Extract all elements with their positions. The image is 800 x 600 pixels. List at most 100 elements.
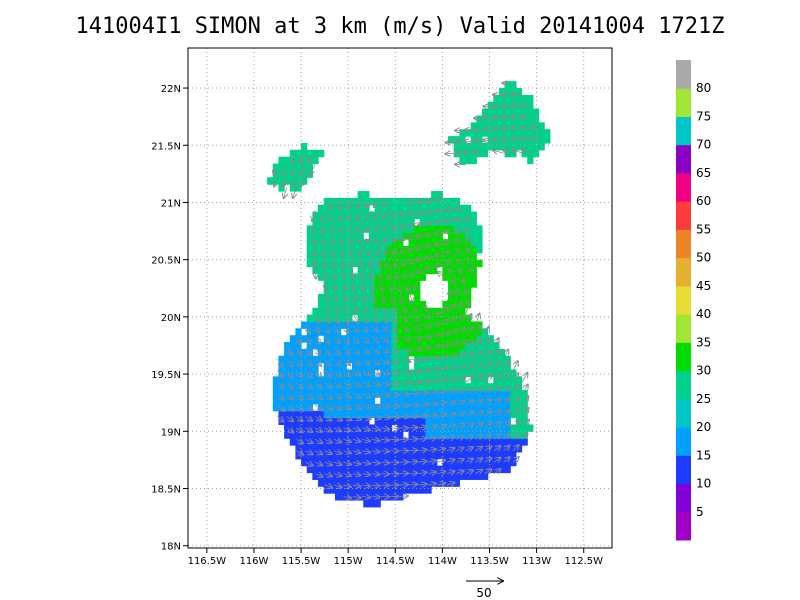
wind-cell (295, 445, 302, 453)
wind-vector (522, 115, 533, 119)
wind-cell (329, 232, 336, 240)
wind-vector (287, 347, 292, 356)
wind-cell (340, 348, 347, 357)
wind-cell (481, 451, 489, 460)
wind-cell (476, 328, 483, 336)
wind-vector (493, 458, 500, 463)
wind-cell (380, 417, 387, 426)
wind-vector (385, 244, 391, 254)
wind-cell (504, 129, 511, 137)
wind-cell (442, 239, 449, 247)
wind-cell (453, 266, 460, 275)
wind-cell (357, 280, 364, 288)
wind-cell (334, 410, 342, 419)
wind-vector (333, 439, 341, 442)
wind-cell (397, 300, 404, 309)
wind-cell (380, 465, 387, 474)
wind-cell (312, 245, 319, 254)
wind-cell (476, 232, 483, 240)
wind-vector (381, 474, 389, 475)
wind-vector (343, 439, 350, 442)
wind-vector (372, 290, 375, 302)
wind-cell (521, 431, 528, 439)
wind-cell (385, 314, 393, 323)
wind-cell (419, 410, 427, 419)
wind-cell (312, 376, 319, 384)
wind-cell (289, 335, 297, 343)
wind-cell (414, 445, 421, 453)
wind-cell (470, 451, 477, 460)
wind-cell (504, 390, 511, 398)
wind-cell (436, 424, 443, 432)
wind-cell (493, 142, 500, 151)
wind-cell (470, 245, 477, 254)
wind-cell (419, 300, 427, 309)
wind-vector (313, 233, 315, 244)
wind-cell (368, 197, 376, 206)
wind-cell (363, 410, 370, 419)
wind-vector (324, 474, 332, 477)
wind-cell (284, 396, 291, 405)
wind-cell (465, 383, 472, 391)
wind-vector (362, 451, 370, 453)
wind-cell (391, 465, 398, 474)
wind-cell (380, 197, 387, 206)
wind-cell (334, 376, 342, 384)
wind-cell (346, 458, 353, 467)
wind-cell (487, 424, 494, 432)
wind-cell (498, 122, 506, 130)
wind-cell (476, 142, 483, 151)
wind-cell (312, 342, 319, 350)
wind-cell (425, 362, 432, 371)
colorbar-band (676, 257, 691, 287)
wind-vector (380, 336, 388, 342)
wind-cell (306, 342, 313, 350)
wind-vector (437, 414, 447, 417)
wind-cell (453, 287, 460, 295)
wind-vector (390, 313, 398, 322)
wind-cell (487, 465, 494, 474)
wind-cell (346, 417, 353, 426)
wind-vector (503, 386, 509, 394)
wind-cell (442, 245, 449, 254)
wind-vector (409, 371, 420, 372)
wind-cell (515, 115, 523, 123)
wind-cell (301, 383, 308, 391)
wind-vector (493, 422, 501, 429)
wind-vector (399, 348, 410, 352)
wind-vector (446, 330, 457, 337)
wind-vector (512, 397, 519, 406)
wind-cell (448, 451, 455, 460)
wind-cell (380, 445, 387, 453)
colorbar-band (676, 314, 691, 343)
colorbar-label: 30 (696, 364, 711, 378)
wind-cell (414, 342, 421, 350)
wind-vector (446, 304, 455, 314)
wind-cell (363, 438, 370, 446)
wind-cell (476, 465, 483, 474)
wind-cell (346, 328, 353, 336)
wind-cell (481, 445, 489, 453)
wind-cell (385, 376, 393, 384)
wind-vector (400, 290, 403, 303)
wind-cell (295, 376, 302, 384)
wind-vector (343, 324, 348, 333)
colorbar-band (676, 116, 691, 146)
wind-cell (306, 417, 313, 426)
wind-cell (380, 335, 387, 343)
wind-cell (425, 232, 432, 240)
wind-cell (351, 479, 359, 487)
wind-cell (436, 383, 443, 391)
wind-vector (493, 399, 500, 406)
wind-vector (349, 233, 352, 243)
wind-vector (512, 361, 518, 371)
wind-vector (459, 269, 467, 280)
wind-vector (428, 380, 438, 382)
wind-vector (437, 483, 446, 485)
colorbar-label: 65 (696, 166, 711, 180)
wind-cell (357, 417, 364, 426)
wind-cell (431, 458, 438, 467)
wind-cell (363, 342, 370, 350)
wind-vector (409, 290, 411, 303)
wind-cell (295, 156, 302, 165)
